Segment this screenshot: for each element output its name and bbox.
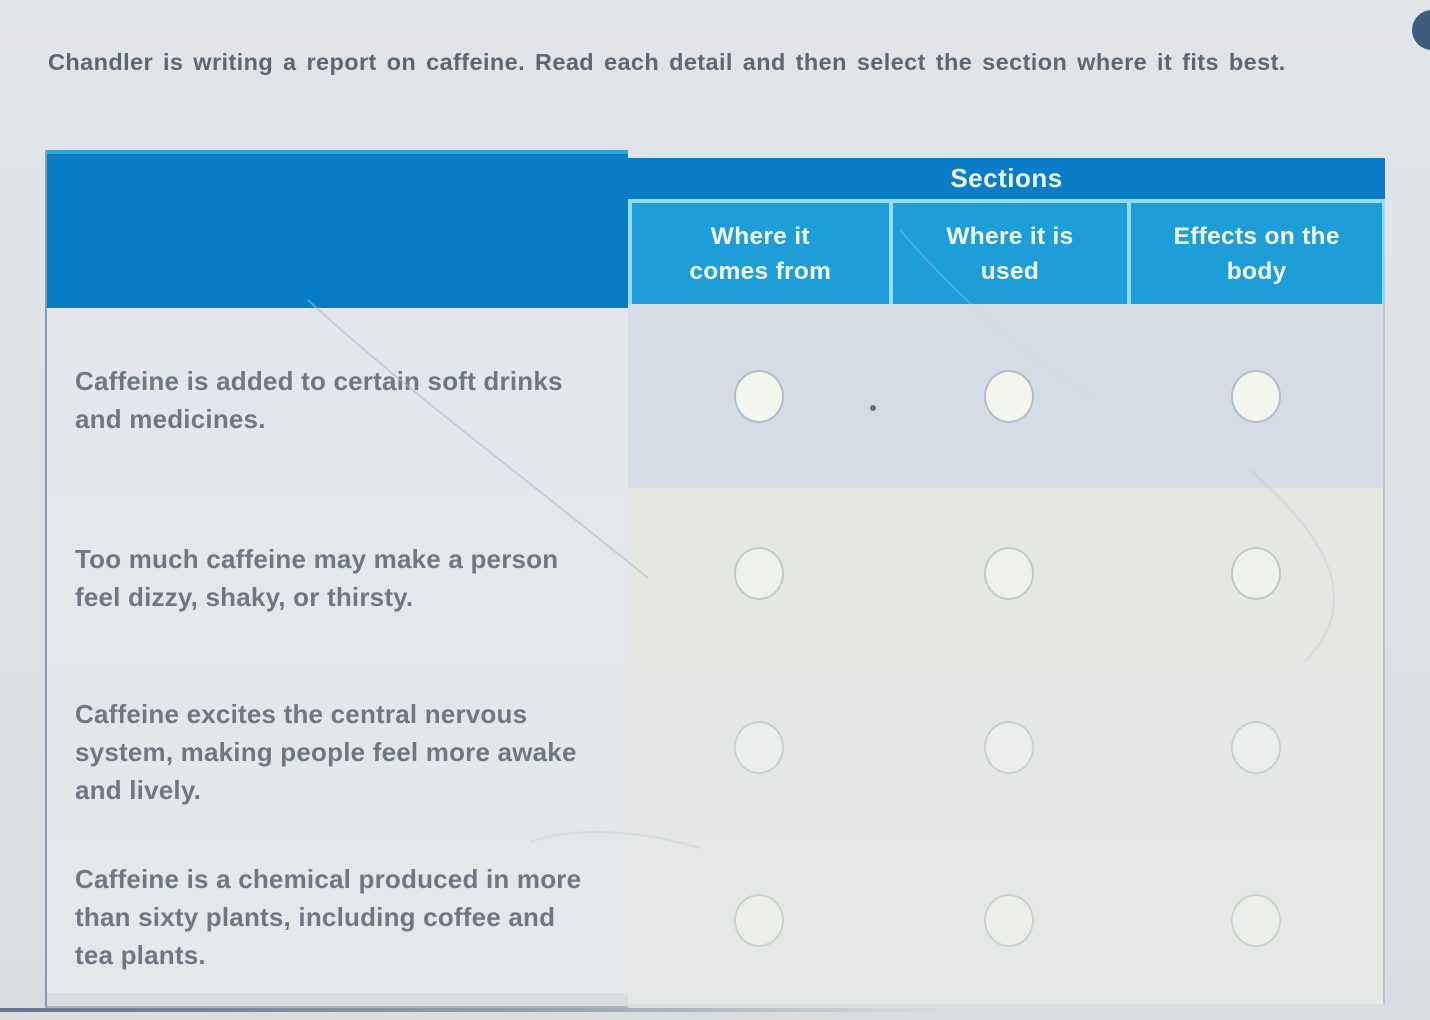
answer-row-3 (628, 659, 1383, 836)
answer-cell (1129, 488, 1383, 659)
answer-cell (889, 836, 1128, 1004)
instruction-text: Chandler is writing a report on caffeine… (48, 49, 1286, 75)
answer-cell (628, 836, 889, 1004)
radio-button-row3-comes-from[interactable] (733, 721, 784, 774)
radio-button-row2-used[interactable] (983, 547, 1034, 600)
answer-cell (628, 304, 889, 488)
radio-button-row4-used[interactable] (983, 893, 1034, 947)
answer-cell (628, 488, 889, 659)
answer-cell (1129, 304, 1383, 488)
column-header-where-it-comes-from: Where it comes from (632, 203, 889, 304)
answer-cell (1129, 659, 1383, 836)
sections-header: Sections (628, 158, 1385, 203)
sections-column-area: Sections Where it comes from Where it is… (628, 150, 1385, 1008)
column-header-where-it-is-used: Where it is used (892, 203, 1128, 304)
radio-button-row4-comes-from[interactable] (733, 893, 784, 947)
column-header-effects-on-the-body: Effects on the body (1131, 203, 1382, 304)
corner-dot (1412, 10, 1430, 50)
statement-text: Too much caffeine may make a person feel… (75, 543, 559, 612)
dust-speck (870, 405, 876, 411)
answer-cell (889, 659, 1128, 836)
statements-column: Caffeine is added to certain soft drinks… (45, 150, 628, 1008)
statement-text: Caffeine is added to certain soft drinks… (75, 366, 563, 434)
radio-button-row2-effects[interactable] (1230, 547, 1281, 600)
answer-row-4 (628, 836, 1383, 1004)
radio-button-row1-effects[interactable] (1230, 369, 1281, 423)
statement-text: Caffeine excites the central nervous sys… (75, 698, 577, 805)
answer-cell (889, 488, 1128, 659)
statement-row-1: Caffeine is added to certain soft drinks… (47, 308, 628, 492)
answer-cell (889, 304, 1128, 488)
statement-text: Caffeine is a chemical produced in more … (75, 863, 582, 970)
radio-button-row4-effects[interactable] (1230, 893, 1281, 947)
statement-row-4: Caffeine is a chemical produced in more … (47, 840, 628, 993)
question-table: Caffeine is added to certain soft drinks… (45, 150, 1385, 1008)
radio-button-row3-effects[interactable] (1230, 721, 1281, 774)
bottom-edge-line (0, 1008, 950, 1012)
answer-rows (628, 304, 1385, 1004)
statement-row-2: Too much caffeine may make a person feel… (47, 492, 628, 663)
radio-button-row1-comes-from[interactable] (733, 369, 784, 423)
answer-cell (628, 659, 889, 836)
answer-row-1 (628, 304, 1383, 488)
radio-button-row1-used[interactable] (983, 369, 1034, 423)
answer-cell (1129, 836, 1383, 1004)
sections-header-label: Sections (950, 163, 1063, 193)
radio-button-row3-used[interactable] (983, 721, 1034, 774)
table-corner-cell (47, 150, 628, 308)
column-headers-row: Where it comes from Where it is used Eff… (628, 203, 1385, 304)
radio-button-row2-comes-from[interactable] (733, 547, 784, 600)
statement-row-3: Caffeine excites the central nervous sys… (47, 663, 628, 840)
answer-row-2 (628, 488, 1383, 659)
